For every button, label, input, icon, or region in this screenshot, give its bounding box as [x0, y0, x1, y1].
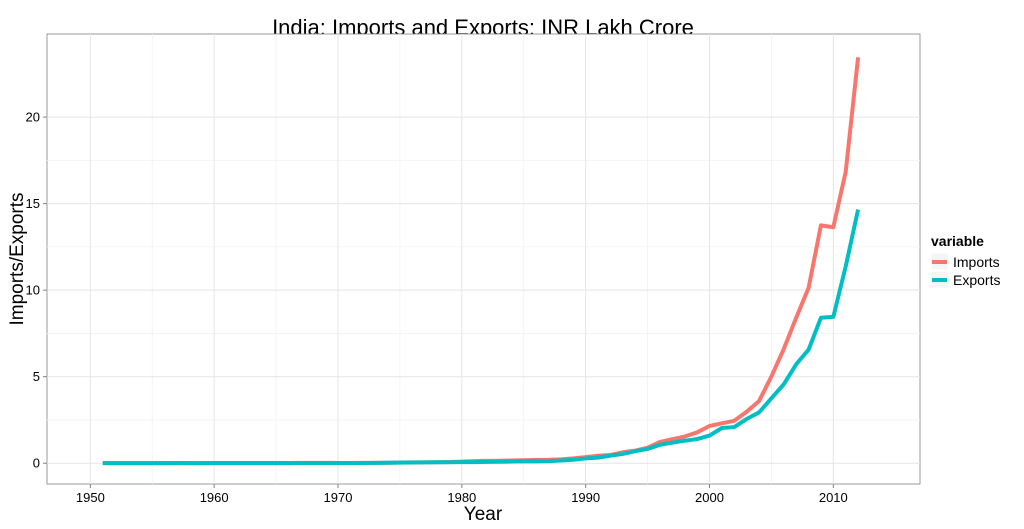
y-axis: 0 5 10 15 20 [26, 110, 47, 471]
x-tick-label: 1990 [571, 490, 600, 505]
y-tick-label: 15 [26, 196, 40, 211]
y-tick-label: 20 [26, 110, 40, 125]
x-axis-title: Year [464, 504, 503, 525]
series-line-exports [102, 209, 861, 466]
x-tick-label: 1960 [200, 490, 229, 505]
legend-label: Exports [953, 272, 1000, 288]
plot-panel [46, 33, 921, 485]
x-tick-label: 1980 [447, 490, 476, 505]
y-axis-title: Imports/Exports [7, 192, 28, 325]
x-axis: 1950 1960 1970 1980 1990 2000 2010 [76, 484, 848, 505]
legend-title: variable [931, 233, 984, 249]
x-tick-label: 2010 [819, 490, 848, 505]
y-tick-label: 10 [26, 283, 40, 298]
legend-item-exports: Exports [930, 270, 1000, 289]
y-tick-label: 5 [33, 369, 40, 384]
x-tick-label: 1970 [324, 490, 353, 505]
series-lines [102, 57, 861, 466]
legend-label: Imports [953, 254, 1000, 270]
minor-gridlines [47, 34, 920, 484]
legend: variable Imports Exports [930, 233, 1000, 289]
x-tick-label: 2000 [695, 490, 724, 505]
x-tick-label: 1950 [76, 490, 105, 505]
legend-item-imports: Imports [930, 252, 1000, 271]
y-tick-label: 0 [33, 456, 40, 471]
